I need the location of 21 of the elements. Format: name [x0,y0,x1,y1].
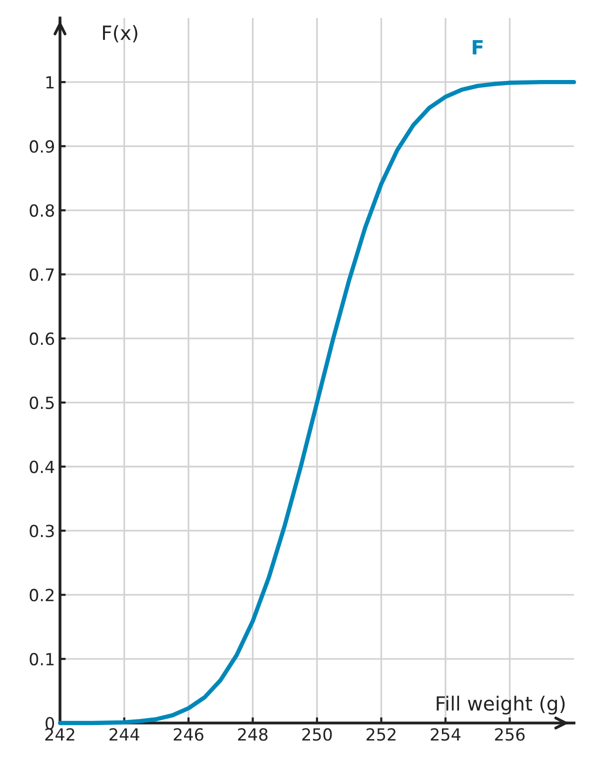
y-tick-label: 0.6 [30,332,54,346]
y-tick-label: 0.9 [30,140,54,153]
series-label: F [472,40,483,54]
y-tick-label: 0.4 [30,460,54,474]
x-tick-label: 242 [45,728,74,741]
y-tick-label: 0.7 [30,268,54,281]
y-axis-title: F(x) [103,25,138,42]
x-tick-label: 256 [495,728,525,741]
x-tick-label: 250 [302,728,332,741]
y-tick-label: 0.3 [30,524,54,538]
x-tick-label: 254 [430,728,460,741]
y-tick-label: 0.5 [30,396,54,410]
x-tick-label: 246 [174,728,204,741]
x-axis-title: Fill weight (g) [436,696,565,715]
y-tick-label: 0.2 [30,588,54,602]
y-tick-label: 1 [46,76,54,88]
y-tick-label: 0.1 [30,652,54,666]
x-tick-label: 244 [110,728,140,741]
y-tick-label: 0.8 [30,204,54,217]
x-tick-label: 252 [366,728,396,741]
x-tick-label: 248 [238,728,268,741]
